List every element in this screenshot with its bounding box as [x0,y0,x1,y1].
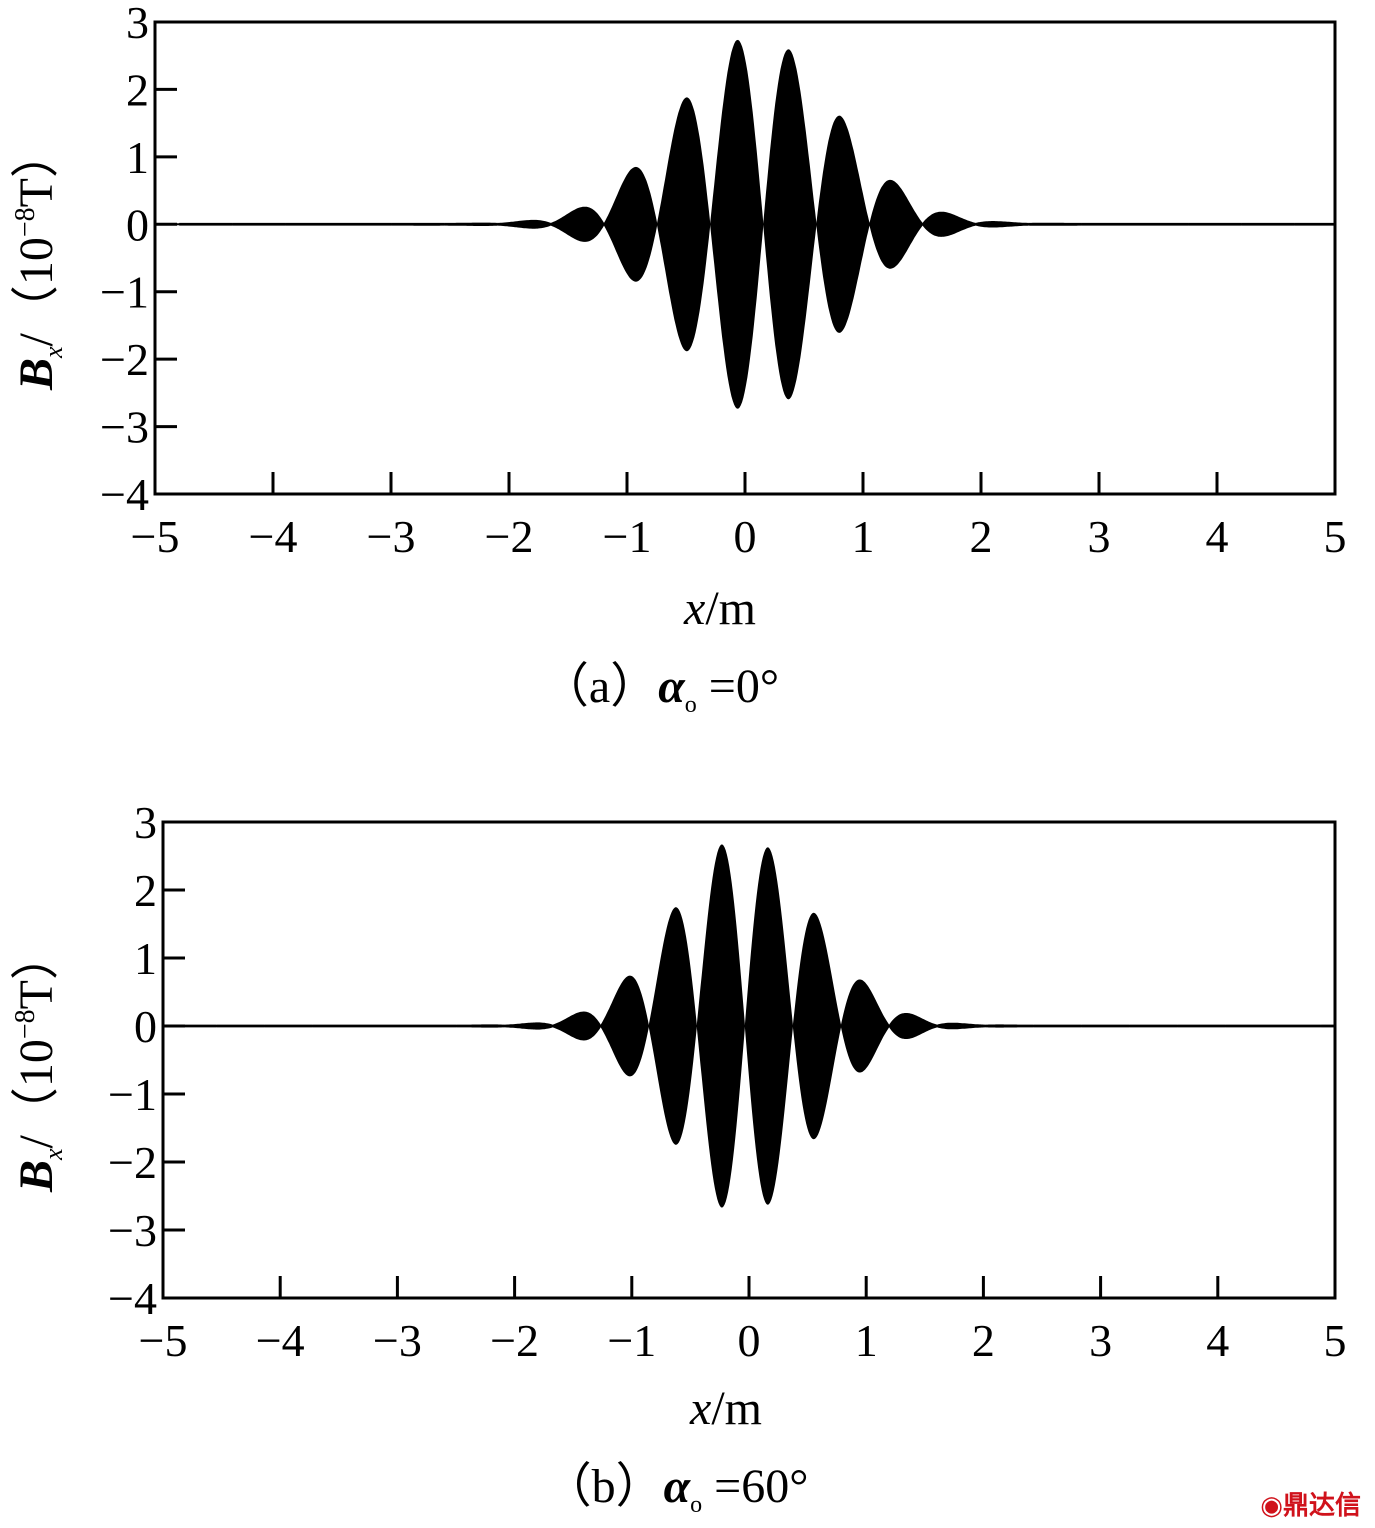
x-tick-label: −3 [367,511,416,562]
x-tick-label: 1 [855,1315,878,1366]
x-axis-label-b: x/m [689,1382,762,1435]
x-tick-label: −5 [131,511,180,562]
y-tick-label: 3 [126,0,149,48]
x-tick-label: 4 [1206,1315,1229,1366]
y-tick-label: 3 [134,797,157,848]
x-tick-label: 1 [852,511,875,562]
y-tick-label: 0 [134,1001,157,1052]
y-axis-label-b: Bx/（10−8T） [10,932,68,1193]
y-tick-label: 2 [126,64,149,115]
watermark-icon: ◉ [1260,1491,1283,1521]
watermark-logo: ◉鼎达信 [1260,1485,1361,1522]
caption-b: （b）αo =60° [544,1460,809,1518]
x-tick-label: −3 [373,1315,422,1366]
x-tick-label: −4 [256,1315,305,1366]
x-tick-label: 3 [1089,1315,1112,1366]
x-tick-label: −1 [607,1315,656,1366]
y-tick-label: 2 [134,865,157,916]
x-tick-label: 0 [734,511,757,562]
watermark-text: 鼎达信 [1282,1491,1361,1521]
y-tick-label: −2 [100,334,149,385]
y-tick-label: 1 [126,132,149,183]
y-tick-label: −3 [100,402,149,453]
x-tick-label: 2 [970,511,993,562]
x-tick-label: −5 [139,1315,188,1366]
series-a [155,39,1335,409]
y-axis-label-a: Bx/（10−8T） [10,130,68,391]
x-tick-label: 3 [1088,511,1111,562]
y-tick-label: −4 [108,1273,157,1324]
y-tick-label: −1 [100,267,149,318]
series-b [163,844,1335,1208]
x-tick-label: −1 [603,511,652,562]
caption-a: （a）αo =0° [541,660,779,718]
y-tick-label: 0 [126,199,149,250]
y-tick-label: −3 [108,1205,157,1256]
x-tick-label: 4 [1206,511,1229,562]
x-tick-label: −2 [490,1315,539,1366]
y-tick-label: −2 [108,1137,157,1188]
x-tick-label: 0 [738,1315,761,1366]
x-tick-label: 5 [1324,1315,1347,1366]
x-tick-label: −4 [249,511,298,562]
x-axis-label-a: x/m [683,582,756,635]
x-tick-label: 5 [1324,511,1347,562]
x-tick-label: 2 [972,1315,995,1366]
x-tick-label: −2 [485,511,534,562]
y-tick-label: −1 [108,1069,157,1120]
y-tick-label: 1 [134,933,157,984]
y-tick-label: −4 [100,469,149,520]
